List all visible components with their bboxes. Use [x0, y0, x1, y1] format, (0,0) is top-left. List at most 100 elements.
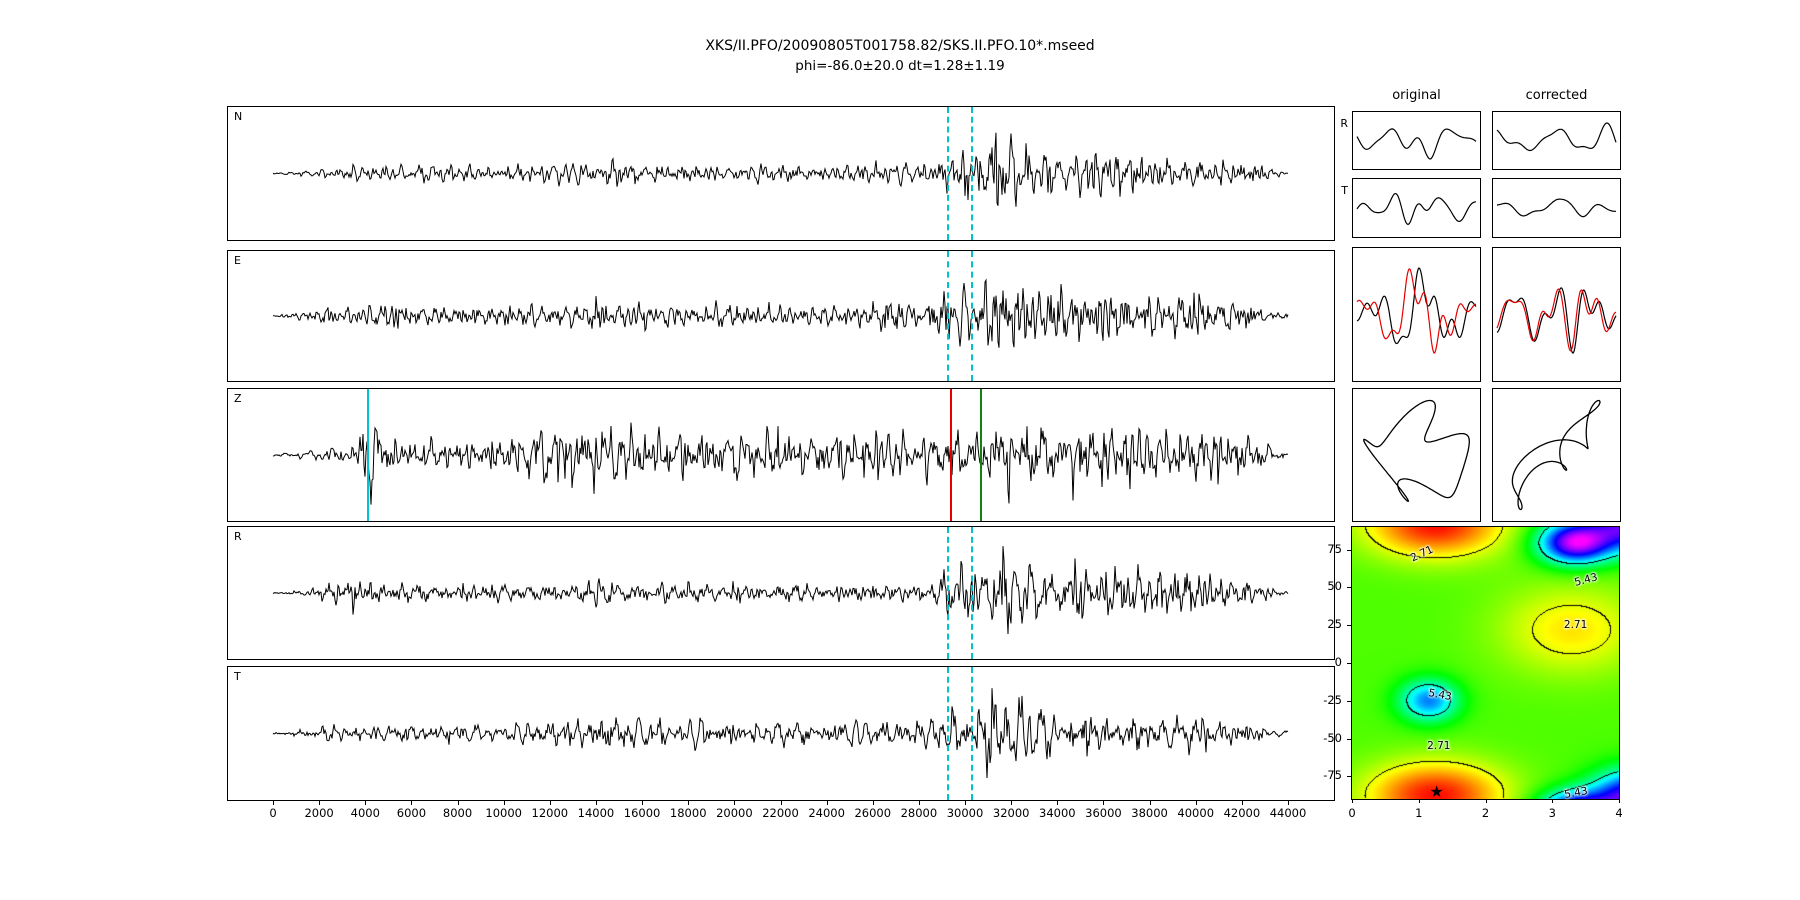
map-y-tick-label: -75: [1323, 768, 1342, 783]
window-trace: [1496, 198, 1617, 218]
contour-label: 2.71: [1563, 619, 1588, 632]
x-tick-label: 38000: [1131, 806, 1168, 820]
x-tick-mark: [273, 801, 274, 805]
compare-panel-r0-c0: [1352, 111, 1481, 170]
map-y-tick-label: 25: [1327, 617, 1342, 632]
compare-panel-r3-c1: [1492, 388, 1621, 522]
overlay-red-trace: [1356, 268, 1477, 354]
x-tick-label: 0: [269, 806, 277, 820]
map-y-tick-label: 0: [1334, 655, 1342, 669]
overlay-black-trace: [1356, 267, 1477, 345]
window-start-line: [946, 107, 949, 240]
panel-label-R: R: [234, 530, 242, 543]
seismogram-trace-R: [272, 546, 1289, 635]
z-cyan-marker: [367, 389, 369, 521]
panel-label-Z: Z: [234, 392, 242, 405]
seismogram-trace-E: [272, 278, 1289, 348]
compare-svg-r0-c1: [1496, 122, 1617, 152]
x-tick-mark: [411, 801, 413, 805]
window-start-line: [946, 527, 949, 659]
x-tick-label: 26000: [854, 806, 892, 820]
x-tick-label: 36000: [1085, 806, 1122, 820]
compare-panel-r3-c0: [1352, 388, 1481, 522]
waveform-panel-T: T: [227, 666, 1335, 801]
x-tick-label: 10000: [485, 806, 522, 820]
z-red-marker: [950, 389, 953, 521]
panel-label-T: T: [234, 670, 241, 683]
panel-label-E: E: [234, 254, 241, 267]
map-y-tick-label: 50: [1327, 579, 1342, 594]
figure-title: XKS/II.PFO/20090805T001758.82/SKS.II.PFO…: [705, 38, 1095, 54]
x-tick-mark: [872, 801, 874, 805]
x-tick-mark: [503, 801, 505, 805]
contour-label: 2.71: [1427, 740, 1451, 753]
waveform-panel-Z: Z: [227, 388, 1335, 522]
x-tick-label: 12000: [531, 806, 569, 820]
x-tick-label: 22000: [762, 806, 799, 820]
map-y-tick-label: -50: [1323, 730, 1342, 745]
x-tick-mark: [688, 801, 690, 805]
map-x-tick-label: 2: [1481, 806, 1490, 820]
map-y-tick-mark: [1347, 700, 1352, 702]
compare-panel-r0-c1: [1492, 111, 1621, 170]
waveform-panel-E: E: [227, 250, 1335, 382]
window-end-line: [970, 107, 973, 240]
column-header-original: original: [1392, 88, 1441, 103]
x-tick-label: 40000: [1177, 806, 1215, 820]
trace-svg-R: [272, 546, 1289, 635]
panel-label-N: N: [234, 110, 243, 123]
window-trace: [1356, 128, 1477, 160]
row-label-T: T: [1341, 184, 1348, 197]
compare-svg-r2-c1: [1496, 287, 1617, 354]
map-y-tick-label: -25: [1323, 692, 1342, 707]
map-x-tick-mark: [1485, 799, 1487, 803]
map-x-tick-mark: [1552, 799, 1554, 803]
window-trace: [1356, 192, 1477, 226]
x-tick-mark: [780, 801, 782, 805]
compare-svg-r1-c1: [1496, 198, 1617, 218]
x-tick-mark: [1011, 801, 1013, 805]
map-y-tick-label: 75: [1327, 541, 1342, 556]
compare-svg-r1-c0: [1356, 192, 1477, 226]
seismogram-trace-Z: [272, 422, 1289, 505]
x-tick-label: 24000: [808, 806, 845, 820]
compare-svg-r3-c0: [1363, 399, 1470, 502]
x-tick-mark: [365, 801, 367, 805]
map-y-tick-mark: [1347, 663, 1352, 664]
map-x-tick-mark: [1619, 799, 1620, 803]
x-tick-mark: [1241, 801, 1243, 805]
compare-svg-r3-c1: [1511, 399, 1601, 511]
map-y-tick-mark: [1347, 587, 1352, 589]
map-y-tick-mark: [1347, 625, 1352, 627]
x-tick-mark: [826, 801, 828, 805]
z-green-marker: [980, 389, 983, 521]
map-x-tick-label: 4: [1615, 806, 1623, 820]
window-start-line: [946, 667, 949, 800]
window-end-line: [970, 527, 973, 659]
trace-svg-Z: [272, 422, 1289, 505]
window-end-line: [970, 667, 973, 800]
x-tick-label: 14000: [577, 806, 615, 820]
compare-panel-r1-c0: [1352, 178, 1481, 238]
x-tick-mark: [319, 801, 321, 805]
x-tick-mark: [595, 801, 597, 805]
column-header-corrected: corrected: [1525, 88, 1588, 103]
x-tick-mark: [1057, 801, 1059, 805]
best-solution-star: ★: [1429, 781, 1444, 801]
compare-panel-r2-c1: [1492, 247, 1621, 382]
seismogram-trace-N: [272, 132, 1289, 207]
x-tick-label: 16000: [623, 806, 661, 820]
compare-svg-r0-c0: [1356, 128, 1477, 160]
seismogram-trace-T: [272, 688, 1289, 779]
x-tick-label: 32000: [992, 806, 1030, 820]
x-tick-mark: [457, 801, 459, 805]
overlay-red-trace: [1496, 288, 1617, 352]
trace-svg-E: [272, 278, 1289, 348]
compare-svg-r2-c0: [1356, 267, 1477, 354]
x-tick-mark: [734, 801, 736, 805]
map-x-tick-label: 1: [1415, 806, 1423, 820]
x-tick-mark: [549, 801, 551, 805]
x-tick-label: 18000: [669, 806, 707, 820]
x-tick-label: 30000: [946, 806, 984, 820]
x-tick-label: 42000: [1223, 806, 1261, 820]
